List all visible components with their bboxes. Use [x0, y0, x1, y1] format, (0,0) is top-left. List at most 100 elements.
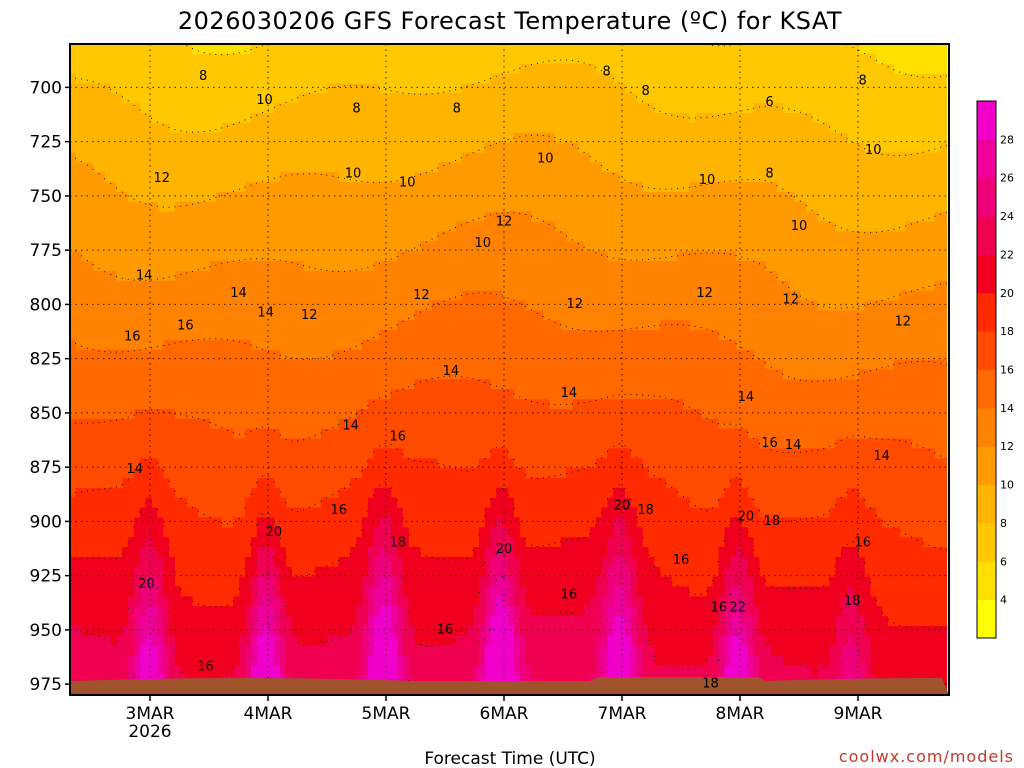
y-tick-label: 925	[30, 567, 62, 587]
contour-label: 16	[561, 588, 578, 603]
x-axis-label: Forecast Time (UTC)	[424, 749, 595, 768]
contour-label: 16	[197, 659, 214, 674]
colorbar-swatch	[977, 446, 996, 486]
contour-label: 12	[413, 288, 430, 303]
colorbar-swatch	[977, 561, 996, 601]
x-tick-sublabel: 2026	[128, 722, 171, 742]
x-tick-label: 4MAR	[244, 704, 293, 724]
contour-label: 18	[702, 677, 719, 692]
colorbar-label: 22	[1000, 248, 1014, 261]
contour-label: 12	[895, 314, 912, 329]
contour-label: 8	[453, 102, 461, 117]
y-axis: 700 725 750 775 800 825 850 875 900 925 950 975	[30, 78, 70, 695]
x-tick-label: 5MAR	[362, 704, 411, 724]
y-tick-label: 950	[30, 621, 62, 641]
contour-label: 20	[820, 763, 837, 768]
contour-label: 8	[199, 69, 207, 84]
contour-label: 16	[437, 622, 454, 637]
y-tick-label: 750	[30, 187, 62, 207]
x-tick-label: 3MAR	[126, 704, 175, 724]
y-tick-label: 875	[30, 458, 62, 478]
contour-label: 18	[844, 594, 861, 609]
y-tick-label: 975	[30, 675, 62, 695]
colorbar-swatch	[977, 407, 996, 447]
contour-label: 20	[614, 499, 631, 514]
contour-label: 12	[696, 286, 713, 301]
colorbar-label: 18	[1000, 325, 1014, 338]
colorbar-swatch	[977, 139, 996, 179]
contour-label: 18	[637, 503, 654, 518]
plot-frame	[69, 43, 950, 696]
colorbar-label: 12	[1000, 440, 1014, 453]
contour-label: 14	[443, 364, 460, 379]
colorbar-swatch	[977, 484, 996, 524]
contour-label: 6	[765, 95, 773, 110]
colorbar-label: 20	[1000, 287, 1014, 300]
y-tick-label: 800	[30, 295, 62, 315]
y-tick-label: 850	[30, 404, 62, 424]
x-tick-label: 8MAR	[716, 704, 765, 724]
colorbar-swatch	[977, 101, 996, 140]
colorbar-swatch	[977, 254, 996, 294]
contour-label: 18	[764, 514, 781, 529]
colorbar-label: 14	[1000, 402, 1014, 415]
contour-label: 10	[699, 173, 716, 188]
chart-title: 2026030206 GFS Forecast Temperature (ºC)…	[178, 7, 842, 35]
colorbar-label: 24	[1000, 210, 1014, 223]
colorbar-swatch	[977, 369, 996, 409]
contour-label: 14	[126, 462, 143, 477]
contour-label: 10	[399, 175, 416, 190]
contour-label: 14	[873, 449, 890, 464]
y-tick-label: 900	[30, 512, 62, 532]
colorbar-label: 10	[1000, 479, 1014, 492]
contour-label: 12	[154, 171, 171, 186]
plot-area: 8 10 8 8 8 8 6 8 10 12 10 10 10 10 8 12 10 10 14 14 14 12 12 12…	[70, 44, 949, 768]
colorbar-swatch	[977, 177, 996, 217]
terrain-ground	[70, 677, 949, 695]
contour-labels: 8 10 8 8 8 8 6 8 10 12 10 10 10 10 8 12 10 10 14 14 14 12 12 12…	[124, 65, 912, 768]
contour-label: 14	[785, 438, 802, 453]
contour-label: 10	[537, 152, 554, 167]
contour-label: 20	[738, 510, 755, 525]
x-tick-label: 7MAR	[598, 704, 647, 724]
contour-label: 22	[729, 601, 746, 616]
contour-label: 16	[854, 536, 871, 551]
contour-label: 8	[765, 167, 773, 182]
contour-label: 8	[641, 84, 649, 99]
contour-label: 16	[711, 601, 728, 616]
contour-label: 8	[859, 73, 867, 88]
contour-label: 14	[342, 418, 359, 433]
contour-label: 16	[761, 436, 778, 451]
contour-label: 8	[352, 102, 360, 117]
contour-label: 12	[782, 293, 799, 308]
colorbar-label: 8	[1000, 517, 1007, 530]
contour-label: 10	[345, 167, 362, 182]
contour-label: 14	[136, 269, 153, 284]
contour-label: 14	[561, 386, 578, 401]
colorbar-label: 28	[1000, 133, 1014, 146]
contour-label: 20	[496, 542, 513, 557]
contour-label: 8	[603, 65, 611, 80]
colorbar-label: 16	[1000, 364, 1014, 377]
y-tick-label: 775	[30, 241, 62, 261]
colorbar-label: 6	[1000, 555, 1007, 568]
contour-label: 14	[738, 390, 755, 405]
contour-label: 20	[138, 577, 155, 592]
contour-label: 10	[475, 236, 492, 251]
y-tick-label: 700	[30, 78, 62, 98]
colorbar-label: 26	[1000, 172, 1014, 185]
colorbar: 4 6 8 10 12 14 16 18 20 22 24 26 28	[976, 100, 1014, 639]
contour-label: 14	[230, 286, 247, 301]
y-tick-label: 725	[30, 133, 62, 153]
contour-label: 20	[266, 525, 283, 540]
temperature-bands	[70, 44, 948, 695]
colorbar-label: 4	[1000, 594, 1007, 607]
contour-label: 16	[177, 319, 194, 334]
contour-label: 12	[301, 308, 318, 323]
colorbar-swatch	[977, 292, 996, 332]
colorbar-swatch	[977, 522, 996, 562]
x-tick-label: 6MAR	[480, 704, 529, 724]
x-tick-label: 9MAR	[834, 704, 883, 724]
